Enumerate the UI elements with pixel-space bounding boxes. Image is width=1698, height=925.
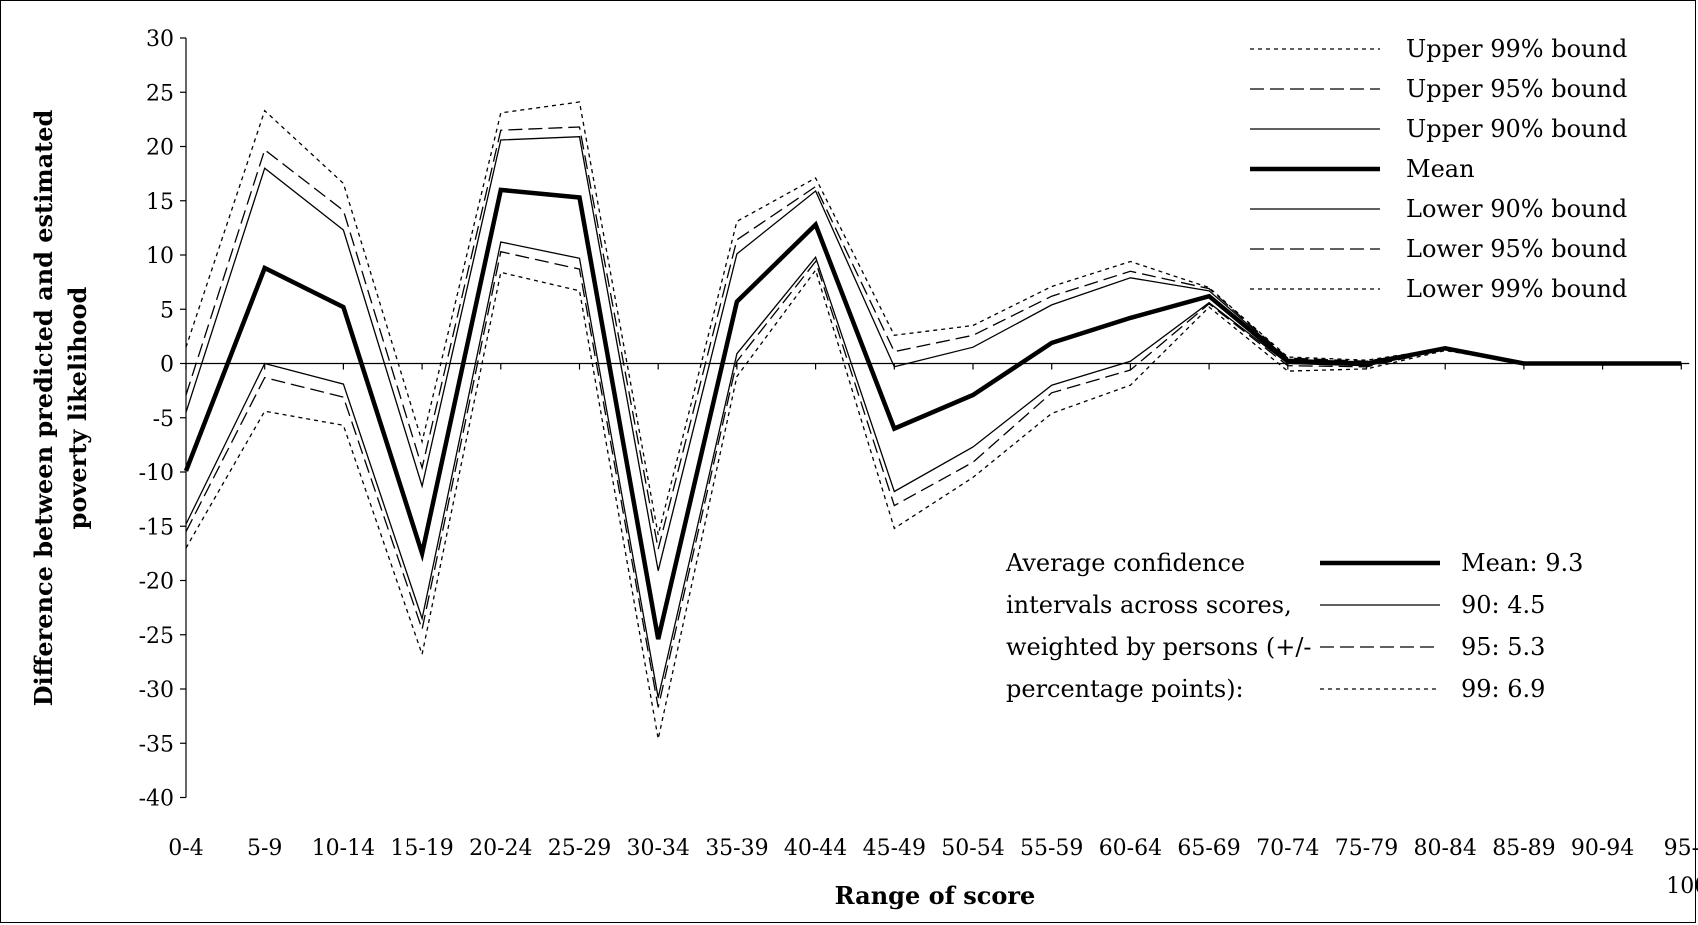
y-tick-label: -20 [139, 570, 174, 595]
x-tick-label: 20-24 [469, 836, 532, 861]
x-tick-label: 45-49 [863, 836, 926, 861]
x-tick-label: 15-19 [390, 836, 453, 861]
ci-description-line: weighted by persons (+/- [1006, 633, 1312, 661]
x-tick-label: 40-44 [784, 836, 847, 861]
y-tick-label: -35 [139, 732, 174, 757]
series-line-lower-99-bound [185, 268, 1682, 740]
y-tick-label: 0 [160, 353, 174, 378]
y-tick-label: -15 [139, 515, 174, 540]
ci-description-line: percentage points): [1006, 675, 1244, 703]
series-line-upper-95-bound [185, 126, 1682, 550]
y-tick-label: 10 [146, 244, 174, 269]
y-tick-label: -25 [139, 624, 174, 649]
series-line-upper-99-bound [185, 101, 1682, 536]
legend: Upper 99% bound Upper 95% bound Upper 90% … [1250, 35, 1627, 303]
legend-label: Upper 95% bound [1406, 75, 1627, 103]
y-tick-label: 20 [146, 136, 174, 161]
x-tick-label: 0-4 [168, 836, 203, 861]
y-tick-label: -5 [153, 407, 174, 432]
x-tick-label: 35-39 [705, 836, 768, 861]
x-tick-label: 70-74 [1256, 836, 1319, 861]
x-tick-label: 75-79 [1335, 836, 1398, 861]
series-layer [183, 101, 1682, 740]
y-tick-label: -10 [139, 461, 174, 486]
y-tick-label: 15 [146, 190, 174, 215]
x-tick-label: 65-69 [1177, 836, 1240, 861]
legend-label: Mean [1406, 155, 1475, 183]
legend-label: Lower 99% bound [1406, 275, 1627, 303]
y-axis-title-line2: poverty likelihood [63, 286, 92, 529]
y-tick-label: 30 [146, 27, 174, 52]
x-tick-label: 95- [1664, 836, 1698, 861]
x-axis-title: Range of score [835, 881, 1036, 910]
legend-label: Upper 90% bound [1406, 115, 1627, 143]
ci-description-line: Average confidence [1005, 549, 1245, 577]
ci-value-label: Mean: 9.3 [1461, 549, 1583, 577]
series-line-mean [183, 187, 1682, 640]
x-tick-label: 60-64 [1099, 836, 1162, 861]
legend-label: Upper 99% bound [1406, 35, 1627, 63]
y-tick-label: -30 [139, 678, 174, 703]
x-axis: 0-4 5-9 10-14 15-19 20-24 25-29 30-34 35-39 40-4… [168, 362, 1698, 899]
series-line-lower-95-bound [185, 250, 1682, 708]
y-tick-label: 25 [146, 81, 174, 106]
y-tick-label: -40 [139, 787, 174, 812]
legend-label: Lower 90% bound [1406, 195, 1627, 223]
x-tick-label-continuation: 100 [1666, 874, 1698, 899]
x-tick-label: 50-54 [941, 836, 1004, 861]
x-tick-label: 10-14 [312, 836, 375, 861]
x-tick-label: 80-84 [1413, 836, 1476, 861]
ci-value-label: 99: 6.9 [1461, 675, 1545, 703]
ci-description-line: intervals across scores, [1006, 591, 1292, 619]
series-line-lower-90-bound [185, 241, 1682, 698]
x-tick-label: 85-89 [1492, 836, 1555, 861]
x-tick-label: 5-9 [247, 836, 282, 861]
legend-label: Lower 95% bound [1406, 235, 1627, 263]
ci-value-label: 95: 5.3 [1461, 633, 1545, 661]
x-tick-label: 25-29 [548, 836, 611, 861]
y-tick-label: 5 [160, 298, 174, 323]
x-tick-label: 30-34 [626, 836, 689, 861]
y-axis: 30 25 20 15 10 5 0 -5 -10 -15 -20 -25 -30 -35 -40 [139, 27, 187, 812]
ci-summary: Average confidence intervals across score… [1005, 549, 1583, 703]
x-tick-label: 90-94 [1571, 836, 1634, 861]
ci-value-label: 90: 4.5 [1461, 591, 1545, 619]
x-tick-label: 55-59 [1020, 836, 1083, 861]
y-axis-title-line1: Difference between predicted and estimat… [29, 110, 58, 707]
